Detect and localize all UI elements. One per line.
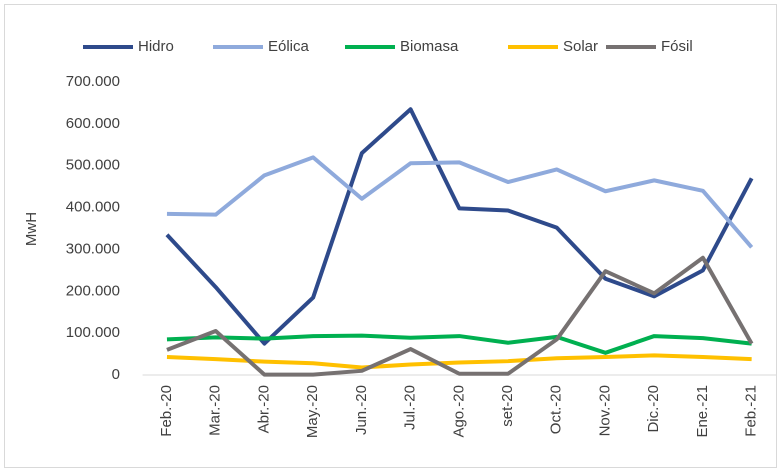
x-tick-label: Nov.-20 bbox=[596, 385, 613, 436]
series-line bbox=[165, 107, 754, 346]
y-tick-label: 100.000 bbox=[66, 324, 120, 341]
x-tick-label: Dic.-20 bbox=[645, 385, 662, 433]
y-tick-label: 300.000 bbox=[66, 240, 120, 257]
x-tick-label: Feb.-20 bbox=[158, 385, 175, 437]
y-tick-label: 700.000 bbox=[66, 73, 120, 90]
legend-label: Solar bbox=[563, 38, 598, 55]
x-tick-label: Mar.-20 bbox=[207, 385, 224, 436]
legend-label: Hidro bbox=[138, 38, 174, 55]
y-tick-label: 0 bbox=[112, 366, 120, 383]
x-tick-label: Oct.-20 bbox=[548, 385, 565, 434]
chart-border bbox=[4, 4, 777, 468]
series-line bbox=[166, 255, 754, 377]
x-tick-label: May.-20 bbox=[304, 385, 321, 438]
x-tick-label: Jun.-20 bbox=[353, 385, 370, 435]
legend-label: Biomasa bbox=[400, 38, 459, 55]
series-line bbox=[166, 155, 754, 249]
x-tick-label: Ago.-20 bbox=[450, 385, 467, 438]
x-tick-label: Ene.-21 bbox=[694, 385, 711, 438]
x-tick-label: Abr.-20 bbox=[255, 385, 272, 433]
series-line bbox=[166, 353, 752, 370]
x-tick-label: Jul.-20 bbox=[402, 385, 419, 430]
y-axis-label: MwH bbox=[23, 212, 40, 246]
y-tick-label: 200.000 bbox=[66, 282, 120, 299]
series-line bbox=[166, 333, 752, 355]
y-tick-label: 500.000 bbox=[66, 157, 120, 174]
x-tick-label: Feb.-21 bbox=[743, 385, 760, 437]
legend-label: Fósil bbox=[661, 38, 693, 55]
legend-label: Eólica bbox=[268, 38, 310, 55]
x-tick-label: set-20 bbox=[499, 385, 516, 427]
y-tick-label: 600.000 bbox=[66, 115, 120, 132]
y-tick-label: 400.000 bbox=[66, 199, 120, 216]
